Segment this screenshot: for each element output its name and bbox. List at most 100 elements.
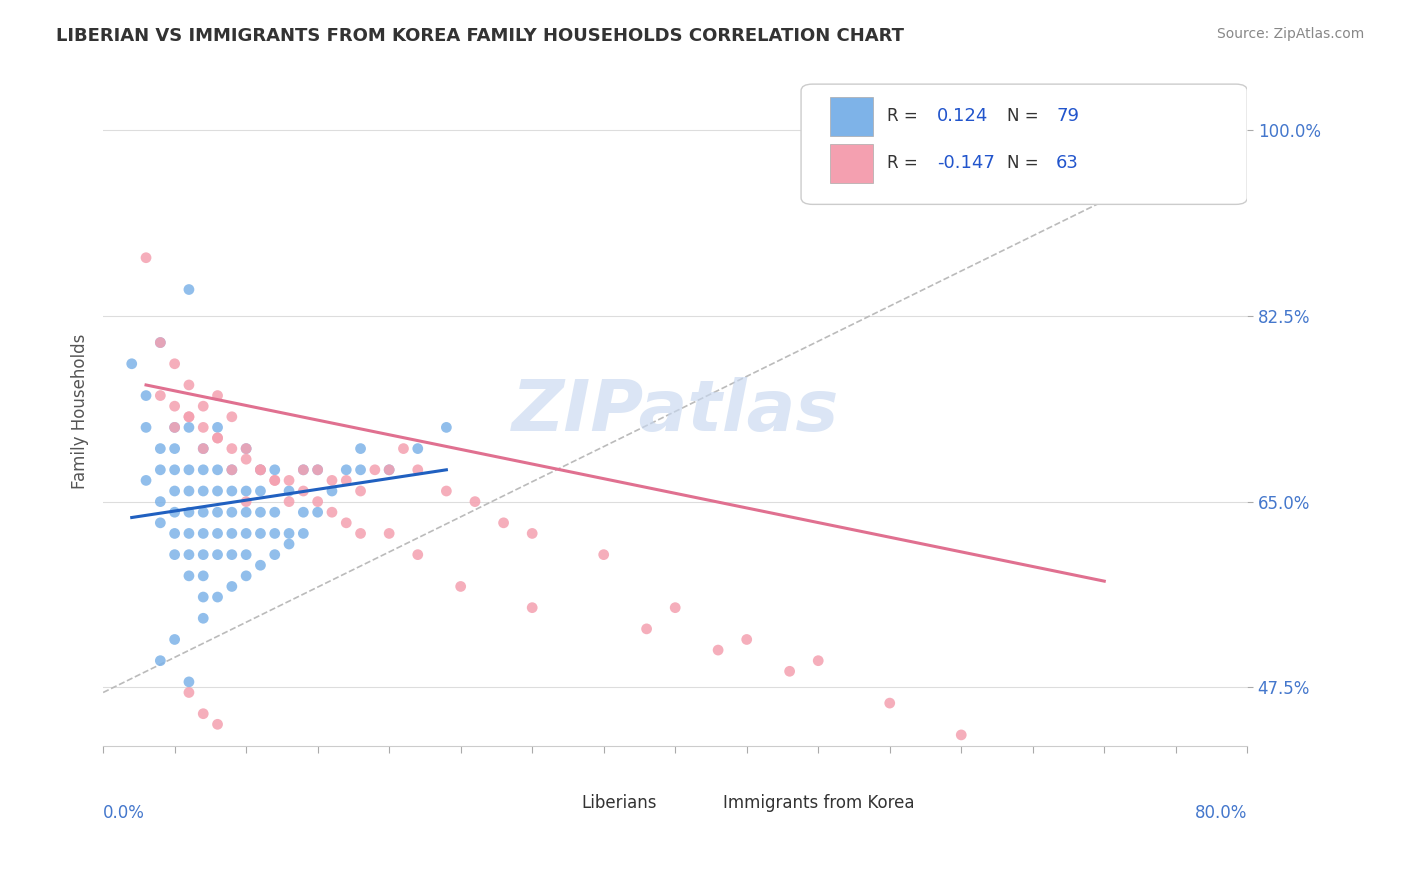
Point — [149, 494, 172, 508]
Point — [735, 632, 758, 647]
Point — [193, 590, 215, 604]
Text: 79: 79 — [1056, 107, 1080, 125]
Point — [406, 548, 429, 562]
FancyBboxPatch shape — [696, 779, 718, 807]
Point — [1022, 791, 1045, 805]
Point — [249, 483, 271, 498]
Point — [249, 463, 271, 477]
Point — [235, 494, 257, 508]
Text: LIBERIAN VS IMMIGRANTS FROM KOREA FAMILY HOUSEHOLDS CORRELATION CHART: LIBERIAN VS IMMIGRANTS FROM KOREA FAMILY… — [56, 27, 904, 45]
Point — [177, 569, 200, 583]
Point — [193, 420, 215, 434]
Point — [807, 654, 830, 668]
Text: R =: R = — [887, 154, 922, 172]
Point — [193, 706, 215, 721]
FancyBboxPatch shape — [830, 97, 873, 136]
Point — [235, 483, 257, 498]
Text: N =: N = — [1007, 107, 1043, 125]
Text: -0.147: -0.147 — [938, 154, 995, 172]
Point — [135, 474, 157, 488]
Point — [292, 483, 315, 498]
Point — [163, 632, 186, 647]
Point — [292, 463, 315, 477]
Point — [406, 463, 429, 477]
Point — [221, 483, 243, 498]
Point — [207, 505, 229, 519]
Point — [292, 463, 315, 477]
Point — [193, 483, 215, 498]
Point — [522, 600, 544, 615]
Point — [163, 483, 186, 498]
Point — [235, 548, 257, 562]
Point — [707, 643, 730, 657]
Point — [163, 420, 186, 434]
Point — [335, 463, 357, 477]
Point — [177, 463, 200, 477]
Point — [149, 335, 172, 350]
Point — [207, 483, 229, 498]
Point — [321, 483, 343, 498]
Point — [378, 526, 401, 541]
Point — [292, 505, 315, 519]
Y-axis label: Family Households: Family Households — [72, 334, 89, 489]
Point — [779, 665, 801, 679]
Point — [950, 728, 973, 742]
Point — [307, 463, 329, 477]
Text: Liberians: Liberians — [582, 794, 657, 812]
Point — [664, 600, 686, 615]
Point — [193, 463, 215, 477]
Point — [450, 579, 472, 593]
Point — [307, 505, 329, 519]
Text: 0.124: 0.124 — [938, 107, 988, 125]
Point — [163, 463, 186, 477]
Point — [263, 526, 285, 541]
Point — [278, 483, 301, 498]
Point — [177, 283, 200, 297]
Point — [278, 494, 301, 508]
Point — [335, 474, 357, 488]
Point — [149, 388, 172, 402]
Point — [879, 696, 901, 710]
Point — [364, 463, 387, 477]
Point — [221, 463, 243, 477]
Point — [135, 420, 157, 434]
Point — [221, 579, 243, 593]
Point — [193, 399, 215, 413]
Point — [464, 494, 486, 508]
Point — [207, 420, 229, 434]
Point — [378, 463, 401, 477]
Point — [278, 537, 301, 551]
Point — [149, 335, 172, 350]
Point — [149, 463, 172, 477]
Point — [406, 442, 429, 456]
Point — [522, 526, 544, 541]
Point — [263, 474, 285, 488]
Point — [149, 442, 172, 456]
Point — [249, 526, 271, 541]
FancyBboxPatch shape — [801, 84, 1247, 204]
Point — [207, 590, 229, 604]
Point — [434, 483, 457, 498]
Point — [235, 442, 257, 456]
Point — [235, 569, 257, 583]
Point — [349, 526, 371, 541]
Text: N =: N = — [1007, 154, 1043, 172]
Point — [177, 409, 200, 424]
Point — [378, 463, 401, 477]
Point — [492, 516, 515, 530]
Point — [249, 505, 271, 519]
Point — [149, 516, 172, 530]
Point — [177, 548, 200, 562]
Point — [135, 388, 157, 402]
Point — [249, 558, 271, 573]
Text: ZIPatlas: ZIPatlas — [512, 377, 839, 446]
Point — [235, 526, 257, 541]
Point — [135, 251, 157, 265]
Point — [193, 442, 215, 456]
Point — [207, 717, 229, 731]
Point — [193, 569, 215, 583]
Point — [177, 674, 200, 689]
Point — [207, 431, 229, 445]
Point — [392, 442, 415, 456]
Point — [249, 463, 271, 477]
